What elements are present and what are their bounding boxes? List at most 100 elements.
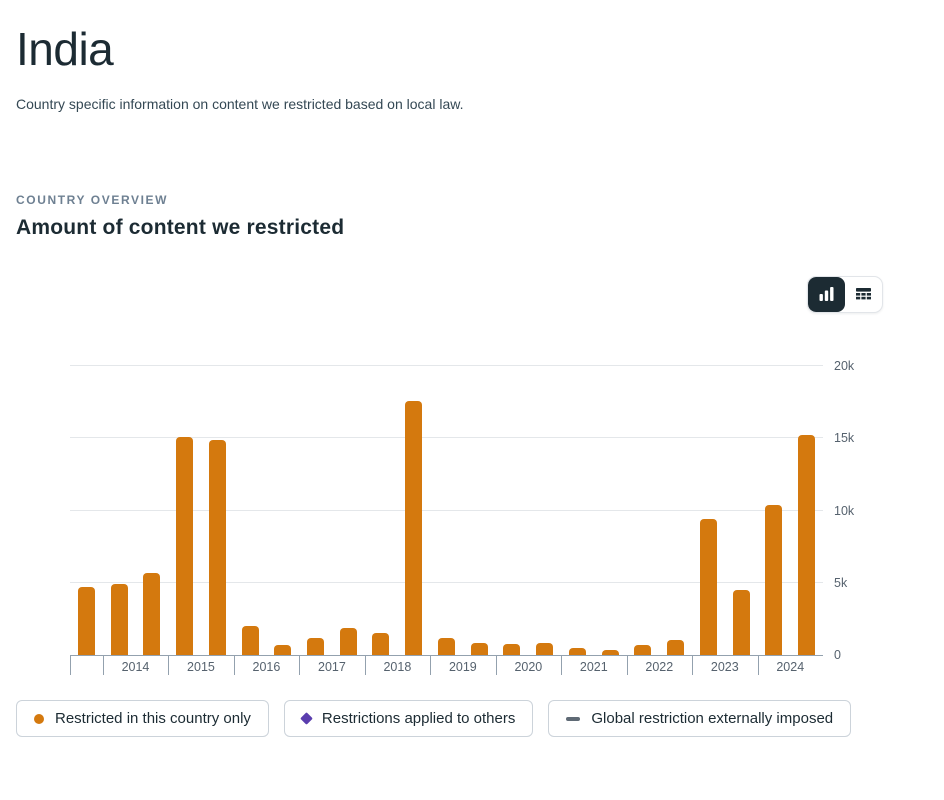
x-axis-label-2018: 2018 [383, 660, 412, 674]
y-axis-label: 5k [834, 575, 848, 590]
bar-slot [463, 366, 496, 655]
x-axis-tick [299, 655, 301, 675]
chart-view-button[interactable] [808, 277, 845, 312]
bar-2022-h1[interactable] [634, 644, 652, 655]
legend-label: Global restriction externally imposed [591, 710, 834, 727]
x-axis-tick [102, 655, 104, 675]
legend-label: Restrictions applied to others [321, 710, 516, 727]
x-axis-tick [430, 655, 432, 675]
dash-marker-icon [566, 716, 581, 721]
section-title: Amount of content we restricted [16, 216, 345, 239]
bar-slot [332, 366, 365, 655]
y-axis-label: 15k [834, 431, 855, 446]
x-axis-tick [561, 655, 563, 675]
diamond-marker-icon [300, 712, 313, 725]
bar-2021-h1[interactable] [568, 647, 586, 655]
bar-2015-h1[interactable] [176, 436, 194, 655]
legend-label: Restricted in this country only [55, 710, 251, 727]
bar-slot [135, 366, 168, 655]
bar-2024-h1[interactable] [765, 504, 783, 655]
bar-2020-h2[interactable] [536, 642, 554, 655]
x-axis-tick [168, 655, 170, 675]
table-icon [855, 285, 872, 305]
x-axis-tick [692, 655, 694, 675]
bar-slot [365, 366, 398, 655]
bar-slot [70, 366, 103, 655]
bar-slot [692, 366, 725, 655]
view-toggle [807, 276, 883, 313]
bar-slot [103, 366, 136, 655]
bar-slot [528, 366, 561, 655]
bar-2014-h2[interactable] [143, 572, 161, 655]
bar-2017-h2[interactable] [339, 627, 357, 655]
x-axis-label-2019: 2019 [448, 660, 477, 674]
bar-2024-h2[interactable] [798, 435, 816, 655]
gridline-5k [70, 581, 823, 583]
bar-slot [561, 366, 594, 655]
x-axis-label-2022: 2022 [645, 660, 674, 674]
bar-slot [234, 366, 267, 655]
bar-2018-h2[interactable] [405, 400, 423, 655]
x-axis-label-2016: 2016 [252, 660, 281, 674]
bar-2022-h2[interactable] [667, 639, 685, 655]
bar-slot [757, 366, 790, 655]
x-axis-label-2020: 2020 [514, 660, 543, 674]
restrictions-bar-chart: 0 5k 10k 15k 20k 2014 2015 2016 2017 2018 2019 2020… [70, 359, 854, 675]
y-axis-label: 20k [834, 359, 855, 373]
bar-slot [430, 366, 463, 655]
gridline-15k [70, 437, 823, 439]
x-axis-tick [626, 655, 628, 675]
circle-marker-icon [34, 713, 44, 724]
bar-slots [70, 366, 823, 655]
legend-item-restricted-country-only[interactable]: Restricted in this country only [16, 700, 269, 737]
x-axis-label-2024: 2024 [776, 660, 805, 674]
gridline-20k [70, 365, 823, 366]
bar-2023-h1[interactable] [699, 519, 717, 655]
bar-slot [659, 366, 692, 655]
bar-slot [725, 366, 758, 655]
bar-slot [299, 366, 332, 655]
bar-2016-h2[interactable] [274, 644, 292, 655]
bar-2018-h1[interactable] [372, 633, 390, 655]
gridline-10k [70, 509, 823, 511]
x-axis-label-2021: 2021 [579, 660, 608, 674]
x-axis-tick [757, 655, 759, 675]
y-axis-label: 10k [834, 503, 855, 518]
bar-slot [168, 366, 201, 655]
legend-item-global-restriction[interactable]: Global restriction externally imposed [548, 700, 852, 737]
x-axis-tick [364, 655, 366, 675]
bar-2021-h2[interactable] [601, 649, 619, 655]
bar-slot [626, 366, 659, 655]
x-axis-label-2014: 2014 [121, 660, 150, 674]
bar-2017-h1[interactable] [307, 637, 324, 655]
chart-plot-area: 0 5k 10k 15k 20k 2014 2015 2016 2017 2018 2019 2020… [70, 359, 854, 675]
bar-2020-h1[interactable] [503, 644, 521, 655]
bar-slot [397, 366, 430, 655]
x-axis-tick [495, 655, 497, 675]
section-eyebrow: COUNTRY OVERVIEW [16, 193, 169, 207]
bar-2014-h1[interactable] [110, 584, 128, 655]
bar-slot [496, 366, 529, 655]
page-subtitle: Country specific information on content … [16, 96, 464, 112]
bar-chart-icon [818, 285, 835, 305]
chart-legend: Restricted in this country only Restrict… [16, 700, 852, 737]
bar-slot [201, 366, 234, 655]
x-axis-label-2017: 2017 [318, 660, 346, 674]
x-axis-label-2015: 2015 [187, 660, 215, 674]
bar-2019-h1[interactable] [437, 638, 455, 655]
x-axis-tick [70, 655, 71, 675]
bar-slot [594, 366, 627, 655]
y-axis-label: 0 [834, 648, 841, 662]
bar-2013-h2[interactable] [77, 587, 95, 655]
legend-item-restrictions-applied-others[interactable]: Restrictions applied to others [283, 700, 534, 737]
bar-2023-h2[interactable] [732, 589, 750, 655]
x-axis-label-2023: 2023 [710, 660, 739, 674]
bar-slot [266, 366, 299, 655]
bar-2015-h2[interactable] [208, 439, 226, 655]
bar-2016-h1[interactable] [241, 626, 259, 655]
bar-slot [790, 366, 823, 655]
bar-2019-h2[interactable] [470, 643, 488, 655]
table-view-button[interactable] [845, 277, 882, 312]
page-title: India [16, 23, 114, 75]
